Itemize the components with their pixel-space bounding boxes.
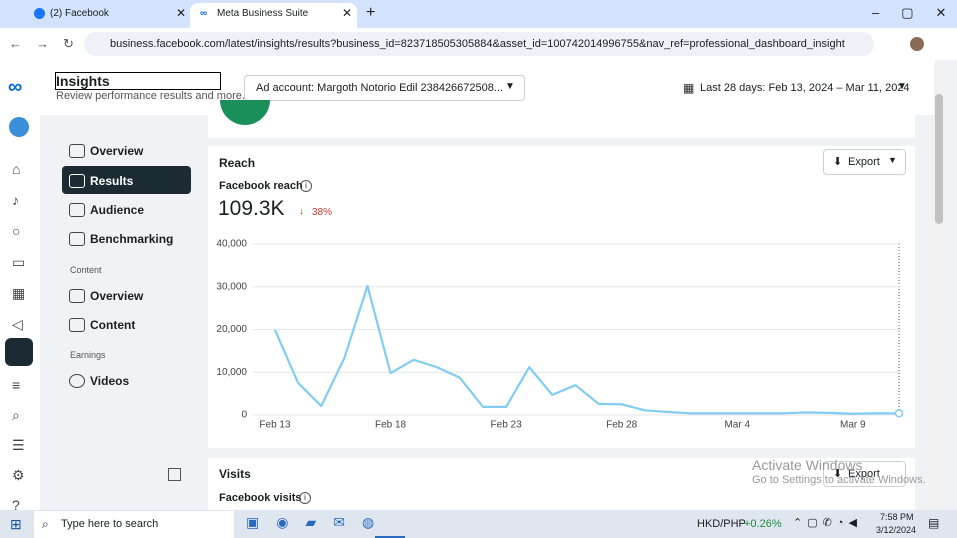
- nav-buttons[interactable]: ←→↻: [9, 36, 88, 51]
- search-box[interactable]: [34, 511, 234, 538]
- x-tick-label: Feb 18: [375, 420, 407, 431]
- window-controls[interactable]: –▢✕: [872, 5, 946, 20]
- metric-name: Facebook reach: [219, 180, 303, 192]
- notifications[interactable]: ▤: [928, 516, 940, 530]
- nav-item[interactable]: Audience: [90, 203, 145, 217]
- search-placeholder[interactable]: Type here to search: [61, 518, 159, 530]
- down-arrow: ↓: [299, 206, 304, 217]
- y-tick-label: 0: [241, 410, 247, 421]
- nav-icon: [69, 318, 85, 332]
- address-bar[interactable]: [84, 32, 874, 56]
- clock-date[interactable]: 3/12/2024: [876, 525, 917, 535]
- info-icon[interactable]: i: [299, 492, 311, 504]
- y-tick-label: 10,000: [216, 367, 247, 378]
- facebook-icon: [34, 8, 45, 19]
- collapse-icon[interactable]: [168, 468, 181, 481]
- watermark-title: Activate Windows: [752, 457, 863, 473]
- x-tick-label: Mar 9: [840, 420, 866, 431]
- system-tray[interactable]: ⌃▢✆◔◀: [793, 517, 862, 529]
- nav-item[interactable]: Overview: [90, 289, 144, 303]
- meta-icon: ∞: [200, 8, 208, 19]
- dropdown-caret[interactable]: ▼: [505, 81, 515, 92]
- dropdown-caret[interactable]: ▼: [888, 155, 897, 165]
- y-tick-label: 30,000: [216, 281, 247, 292]
- visits-card: [208, 458, 915, 510]
- data-line: [273, 284, 899, 415]
- nav-heading: Content: [70, 265, 102, 275]
- nav-item[interactable]: Content: [90, 318, 136, 332]
- x-tick-label: Feb 28: [606, 420, 638, 431]
- rail-icons-lower[interactable]: ≡ ⌕ ☰ ⚙ ?: [12, 377, 25, 513]
- clock-time[interactable]: 7:58 PM: [880, 512, 914, 522]
- x-tick-label: Feb 13: [259, 420, 291, 431]
- nav-icon: [69, 174, 85, 188]
- page-title: Insights: [55, 72, 221, 90]
- calendar-icon[interactable]: ▦: [683, 81, 695, 95]
- tab-title[interactable]: Meta Business Suite: [217, 8, 309, 19]
- date-range[interactable]: Last 28 days: Feb 13, 2024 – Mar 11, 202…: [700, 82, 910, 94]
- url[interactable]: business.facebook.com/latest/insights/re…: [110, 38, 845, 50]
- metric-name: Facebook visits: [219, 492, 302, 504]
- search-icon[interactable]: ⌕: [42, 517, 49, 531]
- nav-active-bg: [62, 166, 191, 194]
- nav-item-active[interactable]: Results: [90, 174, 134, 188]
- export-label[interactable]: Export: [848, 156, 880, 168]
- tab-close[interactable]: ✕: [342, 6, 353, 20]
- x-tick-label: Mar 4: [724, 420, 750, 431]
- tab-bar: [0, 0, 957, 28]
- ticker-change[interactable]: +0.26%: [744, 518, 782, 530]
- export-icon[interactable]: ⬇: [833, 468, 843, 480]
- insights-icon-active[interactable]: [5, 338, 33, 366]
- card-title: Reach: [219, 156, 256, 170]
- page-subtitle: Review performance results and more.: [56, 90, 245, 102]
- ad-account[interactable]: Ad account: Margoth Notorio Edil 2384266…: [256, 82, 504, 94]
- page-avatar[interactable]: [9, 117, 29, 137]
- nav-item[interactable]: Benchmarking: [90, 232, 174, 246]
- x-tick-label: Feb 23: [491, 420, 523, 431]
- active-tab[interactable]: [190, 3, 357, 28]
- tab-close[interactable]: ✕: [176, 6, 187, 20]
- taskbar-apps[interactable]: ▣◉▰✉◍: [246, 514, 392, 530]
- nav-heading: Earnings: [70, 350, 106, 360]
- export-label[interactable]: Export: [848, 468, 880, 480]
- nav-icon: [69, 232, 85, 246]
- start-button[interactable]: ⊞: [10, 516, 22, 532]
- nav-icon: [69, 144, 85, 158]
- meta-logo[interactable]: ∞: [8, 76, 23, 98]
- scrollbar[interactable]: [934, 64, 944, 510]
- dropdown-caret[interactable]: ▼: [897, 81, 907, 92]
- ticker[interactable]: HKD/PHP: [697, 518, 746, 530]
- new-tab[interactable]: +: [366, 4, 376, 21]
- profile-avatar[interactable]: [910, 37, 924, 51]
- export-button[interactable]: [823, 461, 906, 487]
- export-icon[interactable]: ⬇: [833, 156, 843, 168]
- ad-account-select[interactable]: [244, 75, 525, 101]
- card-title: Visits: [219, 467, 251, 481]
- y-tick-label: 40,000: [216, 239, 247, 250]
- watermark-subtitle: Go to Settings to activate Windows.: [752, 474, 926, 486]
- y-tick-label: 20,000: [216, 324, 247, 335]
- info-icon[interactable]: i: [300, 180, 312, 192]
- card-top: [208, 112, 915, 138]
- metric-total: 109.3K: [218, 197, 285, 220]
- tab-title[interactable]: (2) Facebook: [50, 8, 109, 19]
- nav-icon: [69, 203, 85, 217]
- nav-item[interactable]: Overview: [90, 144, 144, 158]
- nav-icon: [69, 289, 85, 303]
- rail-icons[interactable]: ⌂ ♪ ○ ▭ ▦ ◁: [12, 161, 26, 332]
- hover-point: [894, 409, 904, 418]
- nav-item[interactable]: Videos: [90, 374, 130, 388]
- header: [40, 60, 935, 115]
- active-app-indicator: [375, 536, 405, 538]
- metric-change: 38%: [312, 207, 333, 218]
- scrollbar-thumb[interactable]: [935, 94, 943, 224]
- nav-icon: [69, 374, 85, 388]
- export-button[interactable]: [823, 149, 906, 175]
